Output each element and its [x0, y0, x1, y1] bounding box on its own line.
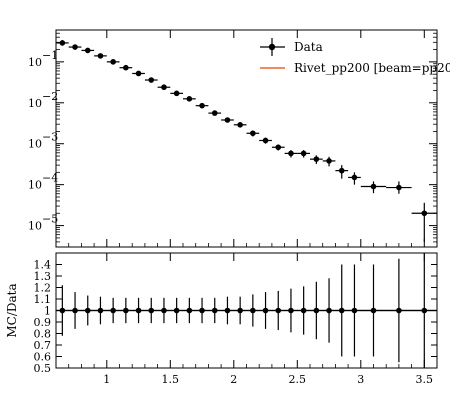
main-data-point-23: [351, 174, 358, 181]
ratio-x-tick-label-5: 3.5: [416, 373, 434, 386]
main-y-tick-exp-2: −3: [42, 131, 58, 144]
legend: Data Rivet_pp200 [beam=pp200: [260, 38, 450, 75]
main-data-point-10: [186, 96, 193, 102]
main-data-point-21: [326, 158, 332, 164]
ratio-data-point-19: [300, 307, 307, 314]
ratio-y-tick-label-0: 1.4: [34, 259, 52, 272]
ratio-data-point-7: [148, 307, 155, 314]
ratio-y-tick-label-8: 0.6: [34, 351, 52, 364]
ratio-y-tick-label-2: 1.2: [34, 282, 52, 295]
main-data-point-3: [97, 53, 104, 59]
main-data-point-17: [275, 144, 282, 151]
ratio-data-point-2: [84, 307, 91, 314]
main-data-point-1: [72, 44, 78, 50]
ratio-y-tick-label-3: 1.1: [34, 293, 52, 306]
main-y-tick-exp-1: −2: [42, 90, 58, 103]
ratio-y-tick-label-7: 0.7: [34, 339, 52, 352]
ratio-x-tick-label-3: 2.5: [289, 373, 307, 386]
main-data-point-25: [396, 184, 402, 191]
ratio-data-point-6: [135, 307, 142, 314]
ratio-data-point-26: [421, 307, 428, 314]
main-y-tick-label-1: 10: [28, 97, 42, 110]
main-data-point-20: [313, 156, 320, 162]
ratio-data-point-8: [161, 307, 167, 314]
main-data-point-15: [250, 130, 256, 137]
ratio-data-point-16: [262, 307, 269, 314]
main-y-tick-exp-4: −5: [42, 213, 58, 226]
ratio-y-tick-label-4: 1: [44, 305, 51, 318]
ratio-data-point-18: [288, 307, 294, 314]
ratio-data-point-25: [396, 307, 402, 314]
ratio-data-point-4: [110, 307, 116, 314]
ratio-x-tick-label-0: 1: [103, 373, 110, 386]
main-data-point-9: [173, 90, 180, 97]
ratio-data-point-15: [250, 307, 256, 314]
main-data-point-24: [370, 183, 377, 190]
legend-label-mc: Rivet_pp200 [beam=pp200: [294, 61, 450, 75]
ratio-x-tick-label-1: 1.5: [162, 373, 180, 386]
ratio-data-point-21: [326, 307, 332, 314]
main-data-point-18: [288, 150, 294, 157]
main-data-point-13: [224, 117, 231, 123]
ratio-data-point-20: [313, 307, 320, 314]
ratio-data-point-5: [123, 307, 129, 314]
ratio-data-point-23: [351, 307, 358, 314]
main-data-point-7: [148, 77, 155, 83]
ratio-data-point-24: [370, 307, 377, 314]
main-data-point-11: [199, 102, 205, 109]
main-data-point-26: [421, 210, 428, 217]
ratio-data-point-12: [211, 307, 218, 314]
main-panel: 10−110−210−310−410−5: [28, 29, 438, 248]
main-data-point-12: [211, 110, 218, 116]
ratio-x-tick-label-4: 3: [357, 373, 364, 386]
ratio-data-point-22: [338, 307, 345, 314]
ratio-panel: 1 1.5 2 2.5 3 3.51.41.31.21.110.90.80.70.60.5…: [5, 252, 438, 386]
main-data-point-0: [59, 40, 66, 46]
main-data-point-8: [161, 84, 167, 91]
ratio-y-tick-label-1: 1.3: [34, 270, 52, 283]
main-data-point-4: [110, 59, 116, 65]
ratio-y-axis-title: MC/Data: [5, 283, 19, 337]
ratio-y-tick-label-6: 0.8: [34, 328, 52, 341]
main-data-point-6: [135, 70, 142, 77]
main-y-tick-label-2: 10: [28, 138, 42, 151]
ratio-data-point-10: [186, 307, 193, 314]
ratio-data-point-14: [237, 307, 243, 314]
main-data-point-2: [84, 47, 91, 54]
legend-data-marker: [268, 43, 276, 51]
ratio-y-tick-label-5: 0.9: [34, 316, 52, 329]
main-y-tick-label-0: 10: [28, 56, 42, 69]
ratio-data-point-0: [59, 307, 66, 314]
main-data-point-16: [262, 137, 269, 144]
ratio-data-point-1: [72, 307, 78, 314]
main-y-tick-label-3: 10: [28, 179, 42, 192]
ratio-data-point-3: [97, 307, 104, 314]
main-y-tick-exp-3: −4: [42, 172, 58, 185]
main-y-tick-exp-0: −1: [42, 49, 58, 62]
legend-label-data: Data: [294, 40, 323, 54]
ratio-data-point-11: [199, 307, 205, 314]
main-data-point-19: [300, 150, 307, 157]
main-data-point-14: [237, 121, 243, 128]
main-y-tick-label-4: 10: [28, 220, 42, 233]
ratio-data-point-17: [275, 307, 282, 314]
main-data-point-5: [123, 64, 129, 71]
ratio-data-point-9: [173, 307, 180, 314]
ratio-data-point-13: [224, 307, 231, 314]
ratio-x-tick-label-2: 2: [230, 373, 237, 386]
main-data-point-22: [338, 167, 345, 174]
ratio-y-tick-label-9: 0.5: [34, 362, 52, 375]
